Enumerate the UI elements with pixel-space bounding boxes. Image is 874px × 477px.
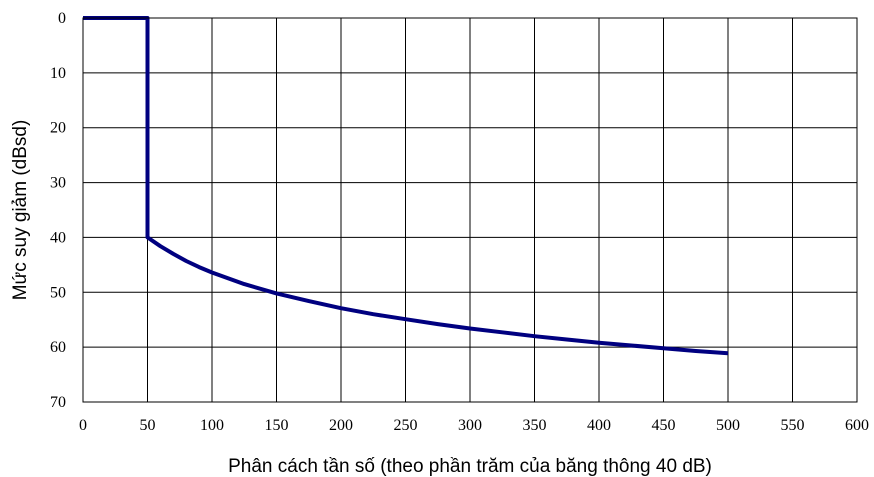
x-tick-label: 0 bbox=[79, 417, 87, 434]
x-tick-label: 550 bbox=[781, 417, 805, 434]
x-tick-label: 600 bbox=[845, 417, 869, 434]
x-tick-label: 150 bbox=[265, 417, 289, 434]
y-tick-label: 50 bbox=[50, 284, 66, 301]
x-tick-label: 350 bbox=[523, 417, 547, 434]
series-group bbox=[83, 16, 729, 356]
x-axis-label: Phân cách tần số (theo phần trăm của băn… bbox=[228, 456, 712, 477]
grid bbox=[82, 17, 858, 403]
y-tick-label: 70 bbox=[50, 394, 66, 411]
plot-border bbox=[82, 17, 858, 403]
y-tick-label: 40 bbox=[50, 229, 66, 246]
x-tick-label: 50 bbox=[140, 417, 156, 434]
y-tick-label: 60 bbox=[50, 339, 66, 356]
y-axis-label: Mức suy giảm (dBsd) bbox=[10, 120, 31, 301]
x-axis-ticks: 0 50 100 150 200 250 300 350 400 450 500 550 600 bbox=[79, 417, 869, 434]
x-tick-label: 450 bbox=[652, 417, 676, 434]
x-tick-label: 300 bbox=[458, 417, 482, 434]
y-tick-label: 0 bbox=[58, 10, 66, 27]
y-axis-ticks: 0 10 20 30 40 50 60 70 bbox=[50, 10, 66, 411]
x-tick-label: 100 bbox=[200, 417, 224, 434]
y-tick-label: 10 bbox=[50, 65, 66, 82]
x-tick-label: 400 bbox=[587, 417, 611, 434]
x-tick-label: 250 bbox=[394, 417, 418, 434]
y-tick-label: 30 bbox=[50, 175, 66, 192]
series-line bbox=[83, 16, 729, 356]
x-tick-label: 200 bbox=[329, 417, 353, 434]
x-tick-label: 500 bbox=[716, 417, 740, 434]
y-tick-label: 20 bbox=[50, 120, 66, 137]
